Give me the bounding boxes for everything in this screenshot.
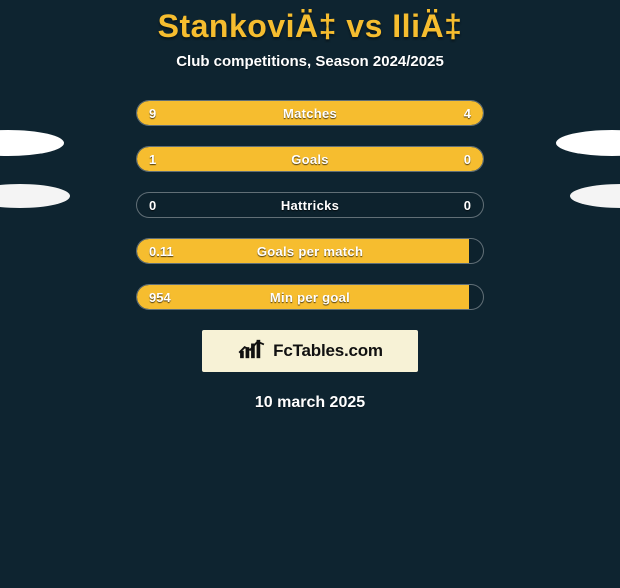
value-right: 4 [464,101,471,125]
stat-row: 0 Hattricks 0 [136,192,484,218]
footer-date: 10 march 2025 [0,394,620,412]
stat-label: Hattricks [137,193,483,217]
stat-row: 0.11 Goals per match [136,238,484,264]
decor-ellipse [570,184,620,208]
stat-row: 954 Min per goal [136,284,484,310]
stat-label: Min per goal [137,285,483,309]
stat-row: 1 Goals 0 [136,146,484,172]
stat-label: Goals per match [137,239,483,263]
value-right: 0 [464,147,471,171]
value-right: 0 [464,193,471,217]
decor-ellipse [0,184,70,208]
stat-label: Matches [137,101,483,125]
brand-badge: FcTables.com [202,330,418,372]
brand-text: FcTables.com [273,341,383,361]
decor-ellipse [556,130,620,156]
page-title: StankoviÄ‡ vs IliÄ‡ [0,8,620,45]
stat-rows: 9 Matches 4 1 Goals 0 0 Hattricks 0 0.11… [136,100,484,310]
decor-ellipse [0,130,64,156]
stat-label: Goals [137,147,483,171]
stat-row: 9 Matches 4 [136,100,484,126]
page-subtitle: Club competitions, Season 2024/2025 [0,53,620,70]
brand-icon [237,338,267,365]
